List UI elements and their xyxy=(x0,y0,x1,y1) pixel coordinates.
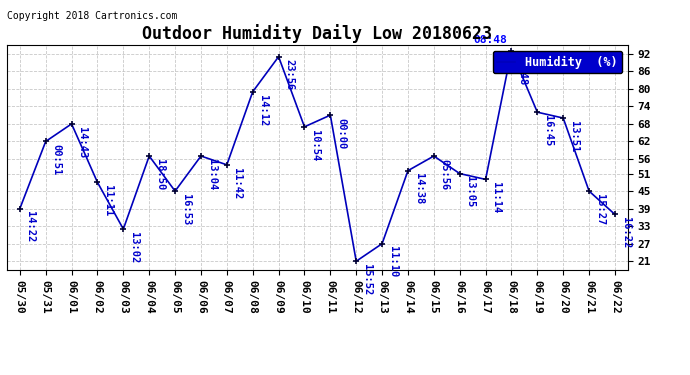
Text: 00:51: 00:51 xyxy=(51,144,61,176)
Text: 08:48: 08:48 xyxy=(473,34,507,45)
Text: 16:45: 16:45 xyxy=(543,115,553,146)
Text: 13:04: 13:04 xyxy=(206,159,217,190)
Text: 16:53: 16:53 xyxy=(181,194,190,225)
Text: 15:27: 15:27 xyxy=(595,194,604,225)
Title: Outdoor Humidity Daily Low 20180623: Outdoor Humidity Daily Low 20180623 xyxy=(142,24,493,44)
Text: 08:48: 08:48 xyxy=(517,54,527,85)
Text: 11:11: 11:11 xyxy=(103,185,113,216)
Text: 10:54: 10:54 xyxy=(310,130,320,161)
Text: 23:56: 23:56 xyxy=(284,60,294,91)
Text: 14:22: 14:22 xyxy=(26,211,35,243)
Text: 11:10: 11:10 xyxy=(388,246,397,278)
Text: 13:51: 13:51 xyxy=(569,121,579,152)
Text: 13:05: 13:05 xyxy=(465,176,475,208)
Text: 14:12: 14:12 xyxy=(258,94,268,126)
Text: 15:52: 15:52 xyxy=(362,264,372,295)
Text: 18:50: 18:50 xyxy=(155,159,165,190)
Text: 16:22: 16:22 xyxy=(620,217,631,249)
Text: 05:56: 05:56 xyxy=(440,159,449,190)
Text: 00:00: 00:00 xyxy=(336,118,346,149)
Text: 14:43: 14:43 xyxy=(77,127,87,158)
Text: Copyright 2018 Cartronics.com: Copyright 2018 Cartronics.com xyxy=(7,11,177,21)
Text: 11:42: 11:42 xyxy=(233,168,242,199)
Legend: Humidity  (%): Humidity (%) xyxy=(493,51,622,74)
Text: 11:14: 11:14 xyxy=(491,182,501,213)
Text: 14:38: 14:38 xyxy=(413,173,424,205)
Text: 13:02: 13:02 xyxy=(129,232,139,263)
